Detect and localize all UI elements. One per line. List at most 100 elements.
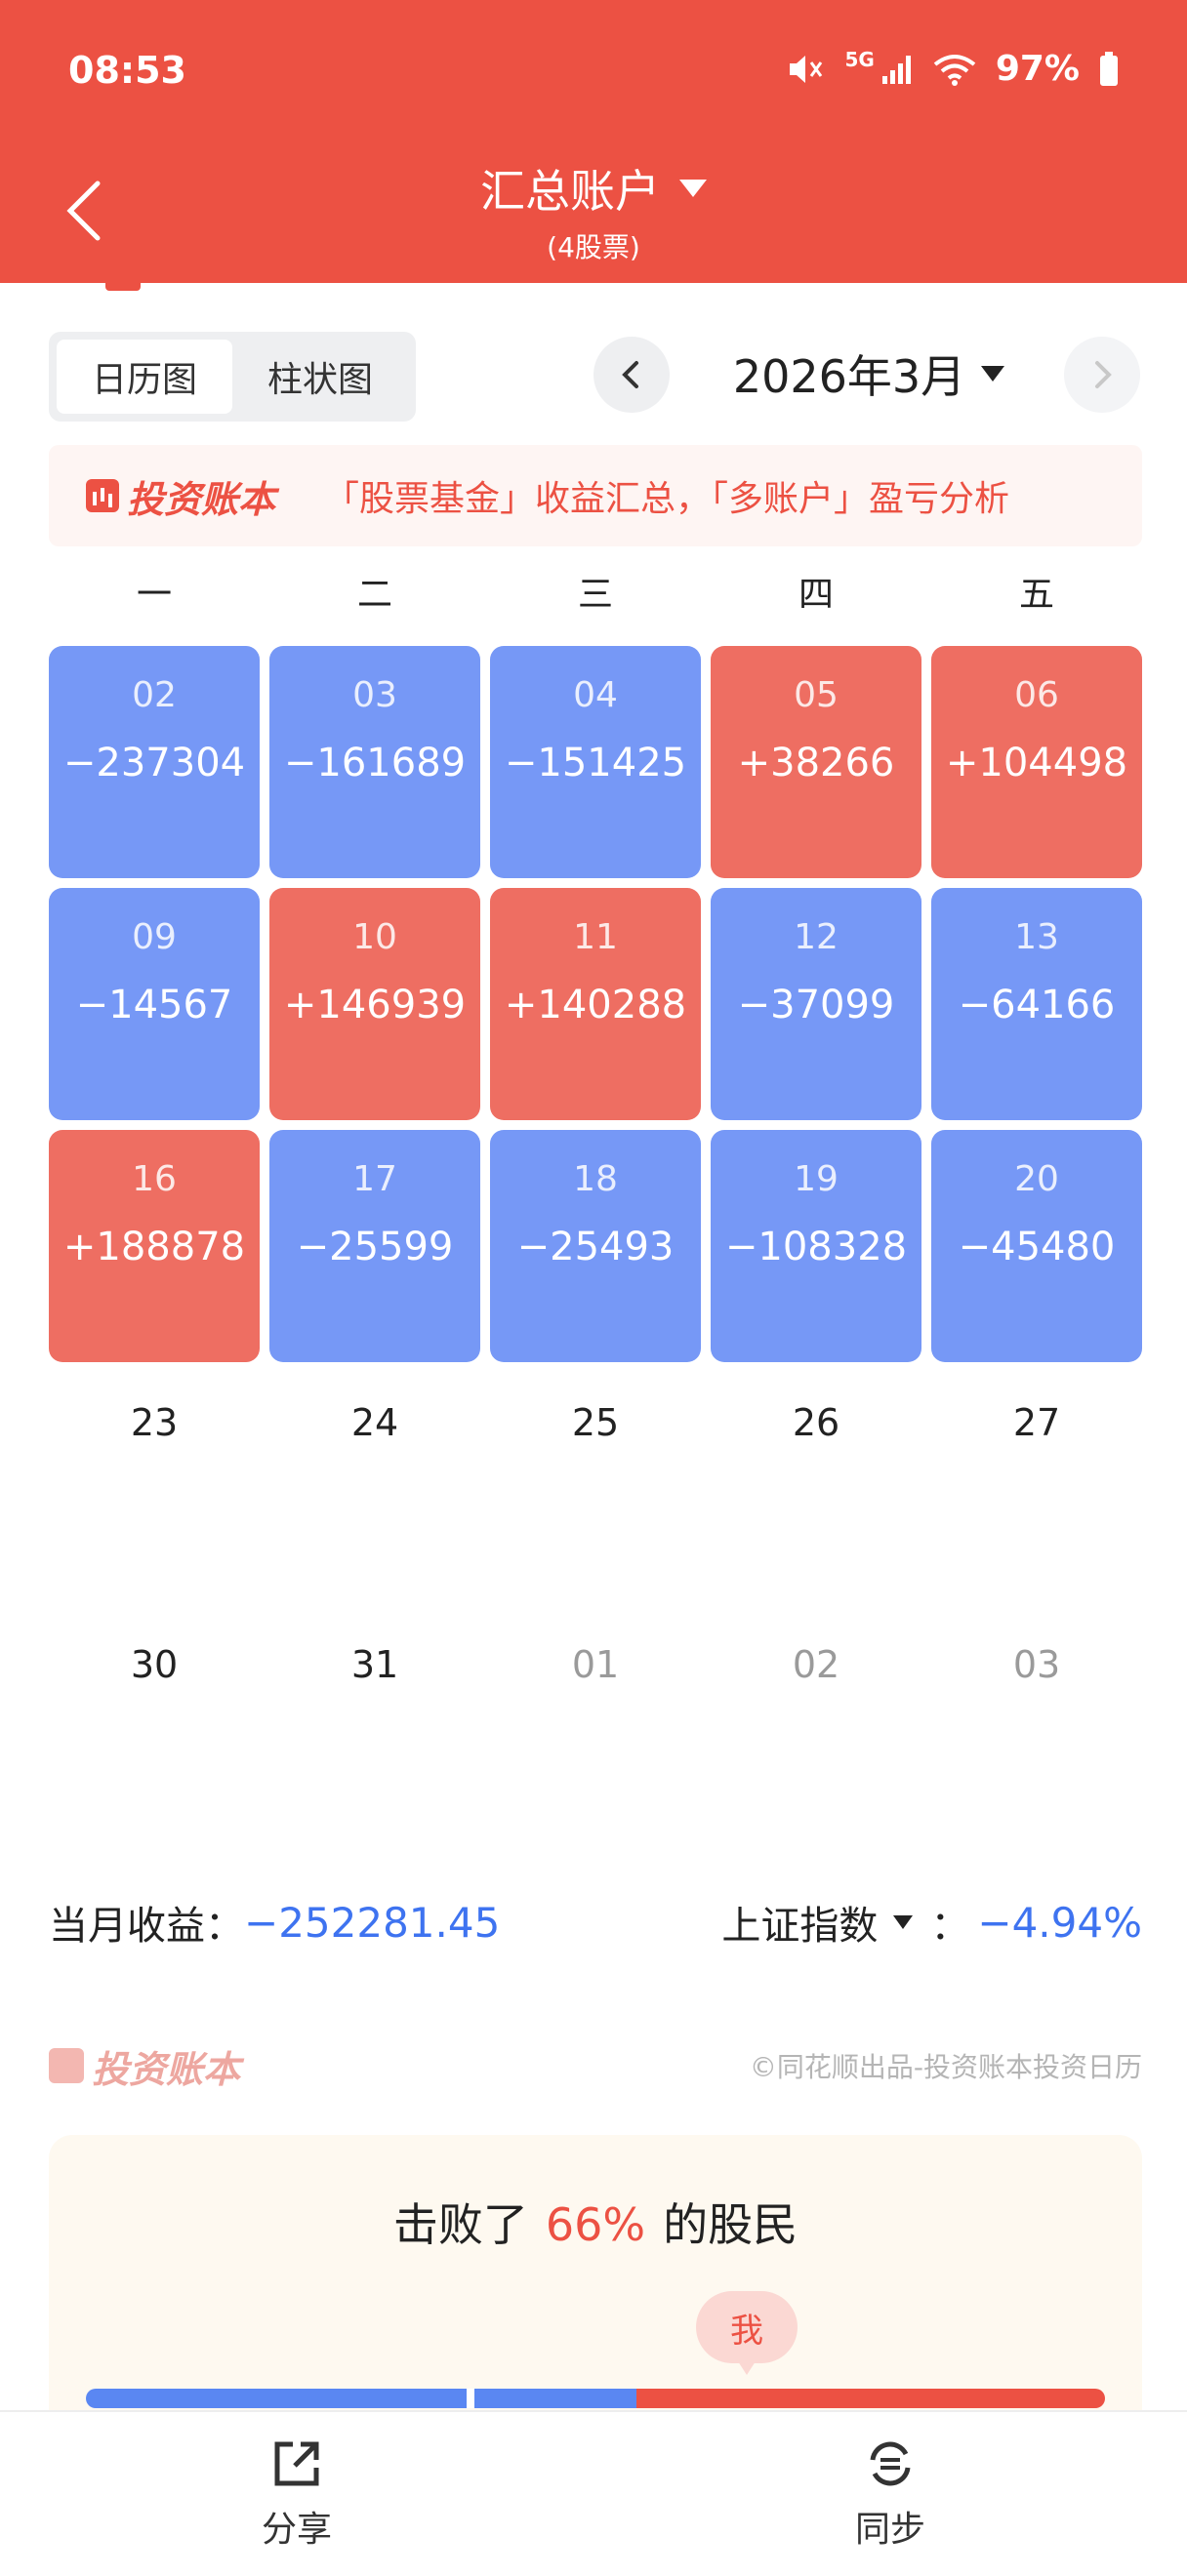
rank-prefix: 击败了 bbox=[392, 2198, 528, 2251]
weekday-label: 四 bbox=[798, 575, 834, 615]
dropdown-caret-icon bbox=[893, 1915, 914, 1929]
calendar-day-cell[interactable]: 18 −25493 bbox=[490, 1130, 701, 1362]
back-button[interactable] bbox=[59, 176, 117, 244]
day-number: 24 bbox=[350, 1401, 399, 1444]
calendar-day-cell: 23 bbox=[49, 1372, 260, 1604]
rank-bar bbox=[86, 2389, 1105, 2408]
calendar-day-cell[interactable]: 09 −14567 bbox=[49, 888, 260, 1120]
month-return: 当月收益： −252281.45 bbox=[49, 1894, 500, 1951]
day-pnl: −64166 bbox=[958, 983, 1116, 1027]
status-icons: 5G 97% bbox=[786, 48, 1119, 89]
day-number: 30 bbox=[130, 1643, 179, 1686]
dropdown-caret-icon bbox=[981, 366, 1005, 382]
calendar-day-cell[interactable]: 04 −151425 bbox=[490, 646, 701, 878]
sync-label: 同步 bbox=[854, 2510, 925, 2550]
calendar-day-cell[interactable]: 10 +146939 bbox=[269, 888, 480, 1120]
day-number: 16 bbox=[132, 1159, 177, 1199]
day-number: 12 bbox=[794, 917, 839, 957]
banner-logo-text: 投资账本 bbox=[127, 477, 276, 521]
page-subtitle: (4股票) bbox=[547, 231, 640, 263]
tab-bar-chart[interactable]: 柱状图 bbox=[266, 360, 373, 400]
ledger-logo-icon bbox=[86, 479, 119, 512]
index-compare[interactable]: 上证指数 ： −4.94% bbox=[721, 1894, 1142, 1951]
day-pnl: −25493 bbox=[516, 1225, 675, 1269]
weekday-header: 一 二 三 四 五 bbox=[49, 566, 1142, 624]
day-pnl: +104498 bbox=[945, 741, 1128, 785]
page-title: 汇总账户 bbox=[480, 165, 660, 218]
share-label: 分享 bbox=[261, 2510, 332, 2550]
index-value: −4.94% bbox=[977, 1898, 1142, 1947]
title-block: 汇总账户 (4股票) bbox=[0, 156, 1187, 265]
rank-bar-segment bbox=[474, 2389, 636, 2408]
rank-suffix: 的股民 bbox=[663, 2198, 798, 2251]
day-number: 02 bbox=[132, 675, 177, 715]
day-number: 01 bbox=[571, 1643, 620, 1686]
day-number: 19 bbox=[794, 1159, 839, 1199]
calendar-day-cell[interactable]: 17 −25599 bbox=[269, 1130, 480, 1362]
rank-bar-remaining bbox=[636, 2389, 1105, 2408]
calendar-day-cell: 01 bbox=[490, 1614, 701, 1846]
day-number: 05 bbox=[794, 675, 839, 715]
status-bar: 08:53 5G 97% bbox=[0, 48, 1187, 107]
promo-banner[interactable]: 投资账本 「股票基金」收益汇总，「多账户」盈亏分析 bbox=[49, 445, 1142, 546]
calendar-day-cell: 25 bbox=[490, 1372, 701, 1604]
day-number: 03 bbox=[1012, 1643, 1061, 1686]
calendar-day-cell[interactable]: 02 −237304 bbox=[49, 646, 260, 878]
day-pnl: +38266 bbox=[737, 741, 895, 785]
day-pnl: +188878 bbox=[62, 1225, 246, 1269]
month-return-value: −252281.45 bbox=[244, 1898, 501, 1947]
calendar-day-cell: 26 bbox=[711, 1372, 921, 1604]
day-number: 02 bbox=[792, 1643, 840, 1686]
share-button[interactable]: 分享 bbox=[0, 2412, 594, 2576]
next-month-button[interactable] bbox=[1064, 337, 1140, 413]
day-number: 18 bbox=[573, 1159, 618, 1199]
calendar-day-cell[interactable]: 20 −45480 bbox=[931, 1130, 1142, 1362]
calendar-day-cell[interactable]: 06 +104498 bbox=[931, 646, 1142, 878]
month-return-label: 当月收益： bbox=[49, 1904, 244, 1949]
calendar-day-cell: 24 bbox=[269, 1372, 480, 1604]
day-number: 20 bbox=[1014, 1159, 1059, 1199]
day-number: 27 bbox=[1012, 1401, 1061, 1444]
day-number: 17 bbox=[352, 1159, 397, 1199]
back-arrow-icon bbox=[66, 181, 101, 241]
rank-percent: 66% bbox=[545, 2198, 646, 2251]
day-number: 25 bbox=[571, 1401, 620, 1444]
day-pnl: −14567 bbox=[75, 983, 233, 1027]
sync-button[interactable]: 同步 bbox=[594, 2412, 1187, 2576]
calendar-day-cell[interactable]: 16 +188878 bbox=[49, 1130, 260, 1362]
day-number: 13 bbox=[1014, 917, 1059, 957]
calendar-grid: 02 −237304 03 −161689 04 −151425 05 +38266 06 +10… bbox=[49, 646, 1142, 1846]
prev-month-button[interactable] bbox=[594, 337, 670, 413]
calendar-day-cell[interactable]: 13 −64166 bbox=[931, 888, 1142, 1120]
calendar-day-cell[interactable]: 19 −108328 bbox=[711, 1130, 921, 1362]
month-selector[interactable]: 2026年3月 bbox=[674, 342, 1064, 406]
calendar-day-cell[interactable]: 12 −37099 bbox=[711, 888, 921, 1120]
day-number: 04 bbox=[573, 675, 618, 715]
weekday-label: 二 bbox=[356, 575, 392, 615]
calendar-day-cell[interactable]: 05 +38266 bbox=[711, 646, 921, 878]
battery-icon bbox=[1100, 51, 1118, 86]
day-number: 06 bbox=[1014, 675, 1059, 715]
calendar-day-cell[interactable]: 11 +140288 bbox=[490, 888, 701, 1120]
ledger-logo-icon bbox=[49, 2048, 84, 2083]
day-number: 31 bbox=[350, 1643, 399, 1686]
month-label: 2026年3月 bbox=[732, 350, 966, 403]
day-number: 10 bbox=[352, 917, 397, 957]
calendar-day-cell: 31 bbox=[269, 1614, 480, 1846]
tab-calendar[interactable]: 日历图 bbox=[57, 340, 232, 414]
day-number: 11 bbox=[573, 917, 618, 957]
rank-bar-marker bbox=[467, 2389, 474, 2408]
calendar-day-cell[interactable]: 03 −161689 bbox=[269, 646, 480, 878]
signal-icon bbox=[881, 55, 911, 84]
day-number: 26 bbox=[792, 1401, 840, 1444]
mute-icon bbox=[790, 55, 823, 83]
calendar-day-cell: 27 bbox=[931, 1372, 1142, 1604]
day-pnl: −237304 bbox=[62, 741, 246, 785]
day-pnl: +146939 bbox=[283, 983, 467, 1027]
day-number: 23 bbox=[130, 1401, 179, 1444]
index-sep: ： bbox=[930, 1904, 970, 1949]
chevron-right-icon bbox=[1095, 361, 1112, 388]
account-switcher[interactable]: 汇总账户 bbox=[480, 156, 707, 221]
weekday-label: 一 bbox=[136, 575, 172, 615]
calendar-day-cell: 03 bbox=[931, 1614, 1142, 1846]
